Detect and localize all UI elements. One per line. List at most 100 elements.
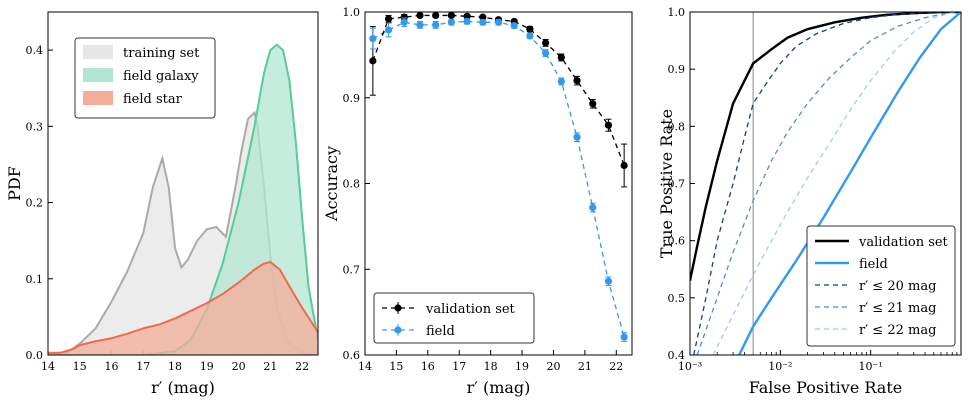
data-point	[416, 21, 424, 29]
y-tick-label: 0.9	[668, 63, 686, 76]
legend-label: r′ ≤ 20 mag	[859, 279, 936, 294]
data-point	[447, 18, 455, 26]
series-line-1	[372, 20, 625, 338]
data-point	[384, 15, 393, 23]
legend-swatch	[83, 91, 113, 105]
legend-label: field galaxy	[123, 69, 199, 84]
x-tick-label: 20	[546, 360, 560, 373]
x-tick-label: 17	[452, 360, 466, 373]
data-point	[542, 39, 550, 47]
series-line-0	[372, 14, 625, 166]
data-point	[369, 34, 377, 43]
plot-frame	[47, 11, 319, 356]
area-2	[48, 262, 318, 355]
y-axis-label: True Positive Rate	[657, 109, 676, 258]
y-tick-label: 0.8	[668, 120, 686, 133]
y-axis-label: PDF	[5, 166, 24, 201]
y-tick-label: 0.3	[26, 120, 44, 133]
y-tick-label: 1.0	[343, 6, 361, 19]
plot-area	[690, 12, 961, 355]
x-tick-label: 14	[41, 360, 55, 373]
y-tick-label: 0.6	[668, 235, 686, 248]
plot-area	[369, 12, 628, 342]
x-tick-label: 18	[168, 360, 182, 373]
legend-label: training set	[123, 46, 200, 61]
roc-curve-3	[696, 12, 961, 355]
y-tick-label: 0.7	[668, 178, 686, 191]
x-tick-label: 16	[105, 360, 119, 373]
data-point	[604, 277, 613, 285]
x-tick-label: 10⁻²	[768, 360, 792, 373]
y-tick-label: 0.7	[343, 263, 361, 276]
data-point	[400, 18, 408, 26]
x-tick-label: 22	[609, 360, 623, 373]
pdf-panel: 14 15 16 17 18 19 20 21 22 0.0 0.1 0.2 0.3 0.4 r′ (mag…	[5, 11, 319, 397]
x-tick-label: 19	[515, 360, 529, 373]
legend-swatch	[83, 45, 113, 59]
data-point	[542, 49, 550, 57]
legend-marker	[394, 304, 402, 312]
data-point	[510, 22, 518, 30]
data-point	[479, 13, 487, 21]
series-line-2	[48, 260, 318, 354]
y-tick-label: 0.4	[668, 349, 686, 362]
data-point	[463, 12, 471, 20]
y-tick-label: 0.8	[343, 178, 361, 191]
data-point	[526, 25, 534, 33]
y-tick-label: 0.2	[26, 197, 44, 210]
legend-label: field	[426, 324, 455, 339]
data-point	[620, 333, 628, 341]
data-point	[384, 26, 393, 34]
data-point	[432, 12, 440, 20]
legend-label: field	[859, 257, 888, 272]
x-tick-label: 14	[358, 360, 372, 373]
legend-label: r′ ≤ 21 mag	[859, 301, 936, 316]
x-tick-label: 16	[421, 360, 435, 373]
data-point	[557, 53, 565, 62]
y-tick-label: 0.6	[343, 349, 361, 362]
x-axis-label: r′ (mag)	[467, 378, 531, 397]
data-point	[589, 100, 597, 108]
roc-curve-1	[738, 12, 961, 355]
roc-curve-2	[693, 12, 961, 355]
x-axis-label: False Positive Rate	[749, 378, 903, 397]
y-tick-label: 1.0	[668, 6, 686, 19]
plot-frame	[364, 11, 633, 356]
x-tick-label: 22	[295, 360, 309, 373]
series-line-1	[48, 43, 318, 355]
x-tick-label: 20	[232, 360, 246, 373]
x-tick-label: 18	[484, 360, 498, 373]
data-point	[604, 121, 613, 129]
y-tick-label: 0.9	[343, 92, 361, 105]
x-tick-label: 15	[73, 360, 87, 373]
x-tick-label: 21	[578, 360, 592, 373]
data-point	[620, 161, 628, 170]
data-point	[557, 77, 565, 86]
data-point	[573, 133, 581, 141]
roc-panel: 10⁻³ 10⁻² 10⁻¹ 0.4 0.5 0.6 0.7 0.8 0.9 1.0 False P…	[657, 6, 962, 397]
x-tick-label: 21	[263, 360, 277, 373]
data-point	[447, 12, 455, 20]
legend-box	[806, 225, 956, 347]
roc-curve-4	[712, 12, 961, 355]
data-point	[400, 13, 408, 21]
data-point	[573, 77, 581, 85]
x-tick-label: 17	[136, 360, 150, 373]
legend-label: validation set	[425, 302, 516, 317]
data-point	[369, 57, 377, 65]
y-tick-label: 0.0	[26, 349, 44, 362]
x-tick-label: 15	[389, 360, 403, 373]
x-tick-label: 19	[200, 360, 214, 373]
data-point	[494, 18, 503, 26]
y-axis-label: Accuracy	[322, 146, 341, 222]
plot-frame	[689, 11, 962, 356]
data-point	[589, 203, 597, 212]
y-tick-label: 0.5	[668, 292, 686, 305]
accuracy-panel: 14 15 16 17 18 19 20 21 22 0.6 0.7 0.8 0.9 1.0 r′ (mag…	[322, 6, 633, 397]
legend-label: r′ ≤ 22 mag	[859, 323, 936, 338]
legend-label: field star	[123, 92, 183, 107]
data-point	[526, 32, 534, 40]
x-tick-label: 10⁻¹	[859, 360, 883, 373]
data-point	[479, 18, 487, 26]
